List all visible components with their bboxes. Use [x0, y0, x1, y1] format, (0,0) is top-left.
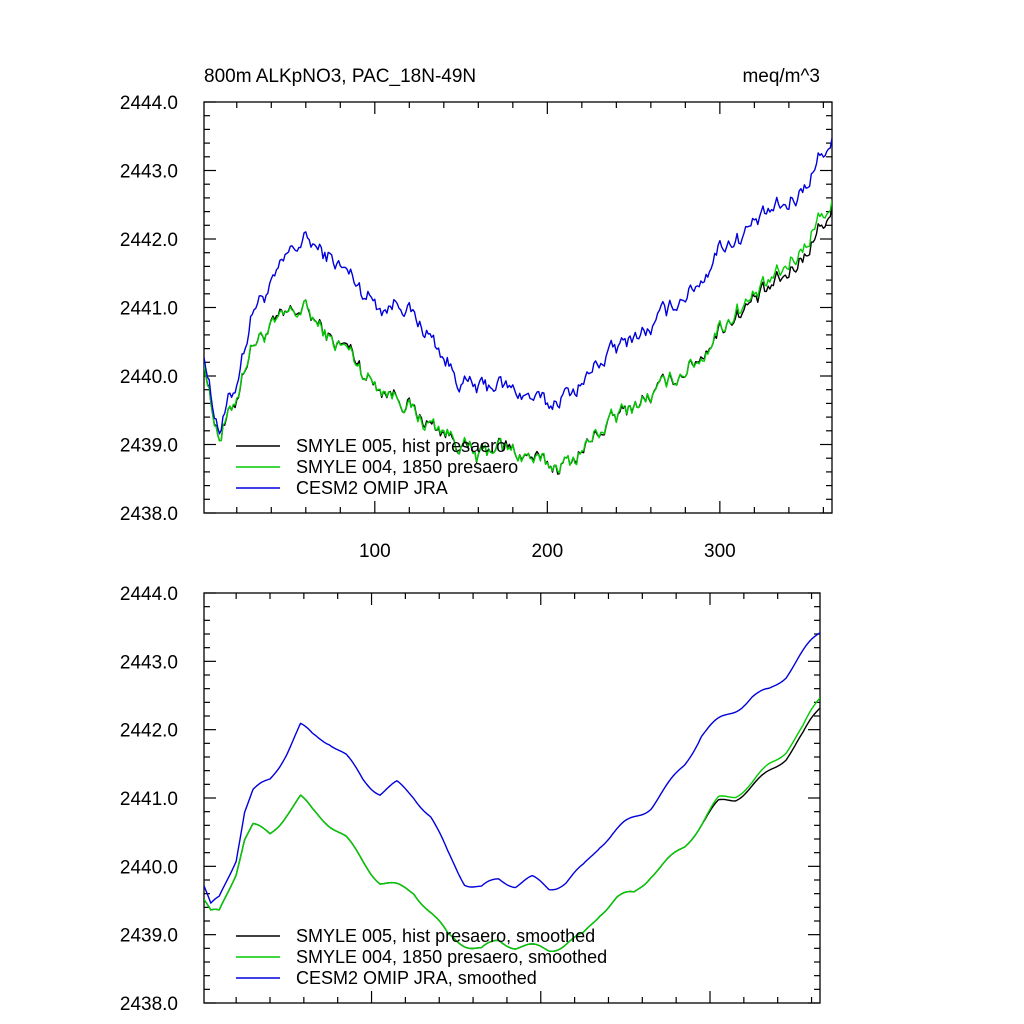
y-tick-label: 2438.0: [120, 504, 178, 525]
legend-label: CESM2 OMIP JRA: [296, 478, 448, 498]
series-line-1: [204, 200, 832, 474]
y-tick-label: 2444.0: [120, 584, 178, 605]
x-tick-label: 200: [531, 541, 563, 562]
top-panel: 2438.0 2439.0 2440.0 2441.0 2442.0 2443.0 2444…: [120, 93, 833, 562]
chart-title-units: meq/m^3: [742, 66, 820, 87]
bottom-panel: 2438.0 2439.0 2440.0 2441.0 2442.0 2443.0 2444…: [120, 584, 821, 1015]
series-line-0: [204, 707, 820, 952]
y-tick-label: 2439.0: [120, 926, 178, 947]
series-line-1: [204, 697, 820, 952]
legend-label: SMYLE 004, 1850 presaero, smoothed: [296, 947, 607, 967]
x-tick-label: 300: [704, 541, 736, 562]
y-tick-label: 2442.0: [120, 230, 178, 251]
y-tick-label: 2443.0: [120, 652, 178, 673]
series-line-2: [204, 632, 820, 904]
y-tick-label: 2444.0: [120, 93, 178, 114]
series-line-2: [204, 138, 832, 435]
legend-label: SMYLE 005, hist presaero: [296, 436, 506, 456]
y-tick-label: 2441.0: [120, 299, 178, 320]
y-tick-label: 2440.0: [120, 367, 178, 388]
y-tick-label: 2439.0: [120, 436, 178, 457]
y-tick-label: 2441.0: [120, 789, 178, 810]
legend-label: SMYLE 005, hist presaero, smoothed: [296, 926, 595, 946]
y-tick-label: 2438.0: [120, 994, 178, 1015]
legend-label: CESM2 OMIP JRA, smoothed: [296, 968, 537, 988]
y-tick-label: 2442.0: [120, 721, 178, 742]
series-line-0: [204, 206, 832, 475]
legend-label: SMYLE 004, 1850 presaero: [296, 457, 518, 477]
chart-title-left: 800m ALKpNO3, PAC_18N-49N: [204, 66, 476, 87]
x-tick-label: 100: [359, 541, 391, 562]
y-tick-label: 2443.0: [120, 162, 178, 183]
y-tick-label: 2440.0: [120, 857, 178, 878]
